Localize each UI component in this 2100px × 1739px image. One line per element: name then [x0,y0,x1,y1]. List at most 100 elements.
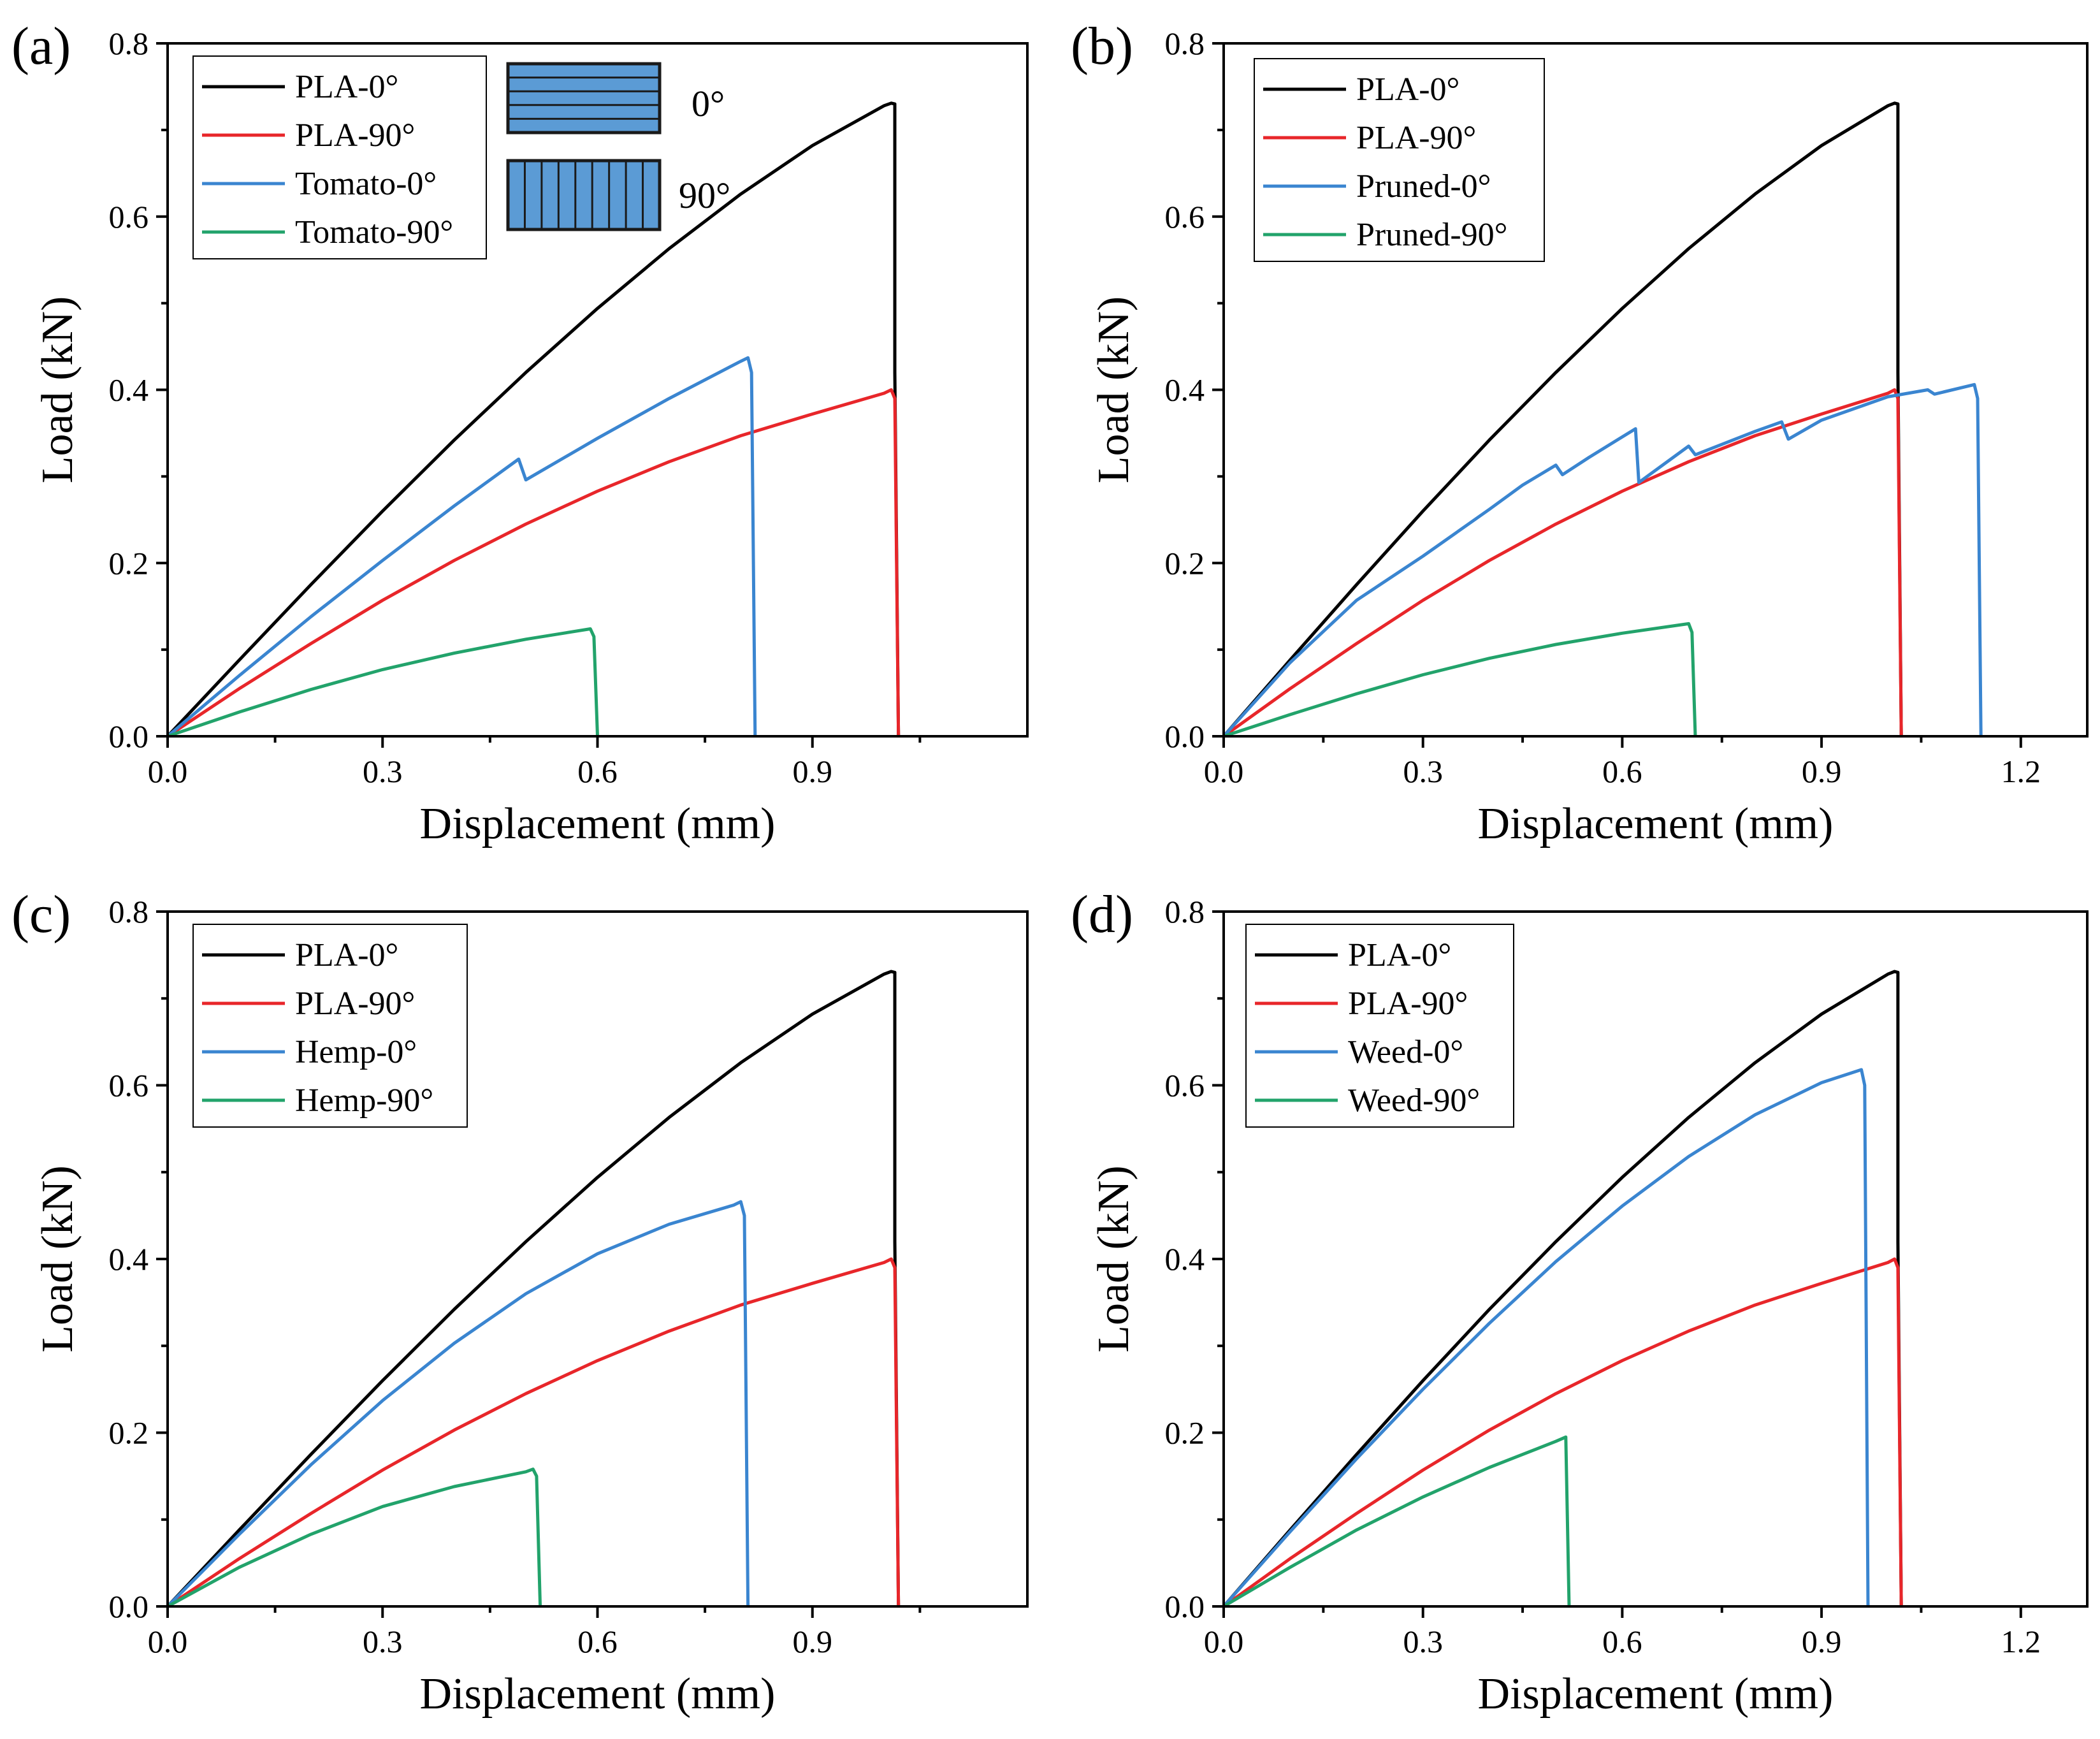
y-tick-label: 0.8 [109,894,149,929]
x-tick-label: 0.9 [793,1624,833,1659]
x-tick-label: 0.0 [1204,1624,1244,1659]
x-tick-label: 1.2 [2001,1624,2041,1659]
legend-entry: Pruned-0° [1356,168,1491,205]
series-line-pla-90- [1222,388,1903,738]
panel-label: (d) [1071,885,1133,944]
inset-label-0: 0° [692,83,725,124]
orientation-inset: 0° 90° [506,62,730,231]
series-line-pruned-90- [1223,622,1697,738]
legend-entry: PLA-0° [295,937,398,973]
x-axis-title: Displacement (mm) [1478,799,1834,848]
x-axis-title: Displacement (mm) [1478,1670,1834,1719]
legend-box [192,55,487,259]
series-line-pla-90- [166,388,901,738]
y-tick-label: 0.0 [109,1589,149,1624]
series-line-tomato-0- [166,356,757,738]
x-tick-label: 0.9 [793,753,833,789]
x-tick-label: 0.0 [1204,753,1244,789]
panel-d: (d) 0.0 0.3 0.6 0.9 1.2 0.0 0.2 0.4 0.6 0.8 Displac… [1071,885,2089,1719]
x-tick-label: 0.6 [1602,753,1642,789]
y-tick-label: 0.0 [1165,718,1205,754]
legend-entry: Hemp-90° [295,1082,433,1119]
series-line-hemp-90- [166,1467,542,1608]
x-tick-label: 0.3 [363,753,403,789]
series-line-pla-90- [166,1257,901,1608]
legend-entry: PLA-90° [1348,986,1468,1022]
x-tick-label: 0.0 [148,1624,188,1659]
x-axis-title: Displacement (mm) [420,1670,776,1719]
y-tick-label: 0.6 [1165,199,1205,235]
legend-entry: PLA-90° [295,117,415,154]
panel-label: (a) [11,17,71,76]
x-tick-label: 0.6 [1602,1624,1642,1659]
legend: PLA-0° PLA-90° Hemp-0° Hemp-90° [192,924,468,1128]
y-tick-label: 0.2 [1165,545,1205,581]
y-tick-label: 0.2 [1165,1415,1205,1451]
legend: PLA-0° PLA-90° Pruned-0° Pruned-90° [1254,58,1545,262]
series-line-hemp-0- [166,1200,750,1608]
legend-box [192,924,468,1128]
x-tick-label: 0.6 [577,753,618,789]
series-line-pla-0- [166,101,901,738]
series-line-pla-90- [1222,1257,1903,1608]
y-tick-label: 0.6 [109,199,149,235]
specimen-0-deg [506,62,662,135]
series-line-pla-0- [1222,970,1903,1608]
y-tick-label: 0.2 [109,1415,149,1451]
y-tick-label: 0.0 [109,718,149,754]
legend-entry: PLA-90° [295,986,415,1022]
y-tick-label: 0.4 [1165,1241,1205,1277]
y-tick-label: 0.0 [1165,1589,1205,1624]
legend-entry: PLA-90° [1356,120,1476,156]
y-axis-title: Load (kN) [1089,296,1138,484]
panel-label: (b) [1071,17,1133,76]
series-line-weed-0- [1222,1068,1870,1608]
y-tick-label: 0.4 [109,1241,149,1277]
legend-entry: Tomato-90° [295,214,453,251]
x-tick-label: 0.3 [1403,753,1443,789]
legend-entry: Weed-0° [1348,1034,1463,1070]
x-tick-label: 0.9 [1802,1624,1842,1659]
x-tick-label: 0.9 [1802,753,1842,789]
y-tick-label: 0.2 [109,545,149,581]
legend-box [1245,924,1514,1128]
panel-a: (a) 0.0 0.3 0.6 0.9 0.0 0.2 0.4 0.6 0.8 Displaceme… [11,17,1029,848]
legend-entry: Pruned-90° [1356,217,1507,253]
x-tick-label: 1.2 [2001,753,2041,789]
legend: PLA-0° PLA-90° Weed-0° Weed-90° [1245,924,1514,1128]
y-tick-label: 0.8 [109,25,149,61]
legend: PLA-0° PLA-90° Tomato-0° Tomato-90° [192,55,487,259]
panel-b: (b) 0.0 0.3 0.6 0.9 1.2 0.0 0.2 0.4 0.6 0.8 Displac… [1071,17,2089,848]
x-tick-label: 0.3 [363,1624,403,1659]
y-tick-label: 0.4 [1165,372,1205,408]
panel-label: (c) [11,885,71,944]
y-tick-label: 0.6 [1165,1068,1205,1103]
series-line-weed-90- [1222,1435,1571,1608]
series-line-pruned-0- [1222,382,1983,738]
legend-entry: PLA-0° [1348,937,1451,973]
series-line-pla-0- [166,970,901,1608]
y-axis-title: Load (kN) [1089,1165,1138,1353]
y-tick-label: 0.4 [109,372,149,408]
y-tick-label: 0.8 [1165,25,1205,61]
inset-label-90: 90° [679,175,730,216]
legend-box [1254,58,1545,262]
x-tick-label: 0.6 [577,1624,618,1659]
series-line-tomato-90- [167,627,599,738]
legend-entry: PLA-0° [295,69,398,105]
x-tick-label: 0.3 [1403,1624,1443,1659]
specimen-90-deg [506,159,662,231]
y-tick-label: 0.8 [1165,894,1205,929]
legend-entry: Tomato-0° [295,166,437,202]
legend-entry: PLA-0° [1356,71,1459,108]
y-tick-label: 0.6 [109,1068,149,1103]
legend-entry: Hemp-0° [295,1034,417,1070]
legend-entry: Weed-90° [1348,1082,1480,1119]
panel-c: (c) 0.0 0.3 0.6 0.9 0.0 0.2 0.4 0.6 0.8 Displaceme… [11,885,1029,1719]
y-axis-title: Load (kN) [33,1165,82,1353]
x-tick-label: 0.0 [148,753,188,789]
series-line-pla-0- [1222,101,1903,738]
y-axis-title: Load (kN) [33,296,82,484]
x-axis-title: Displacement (mm) [420,799,776,848]
